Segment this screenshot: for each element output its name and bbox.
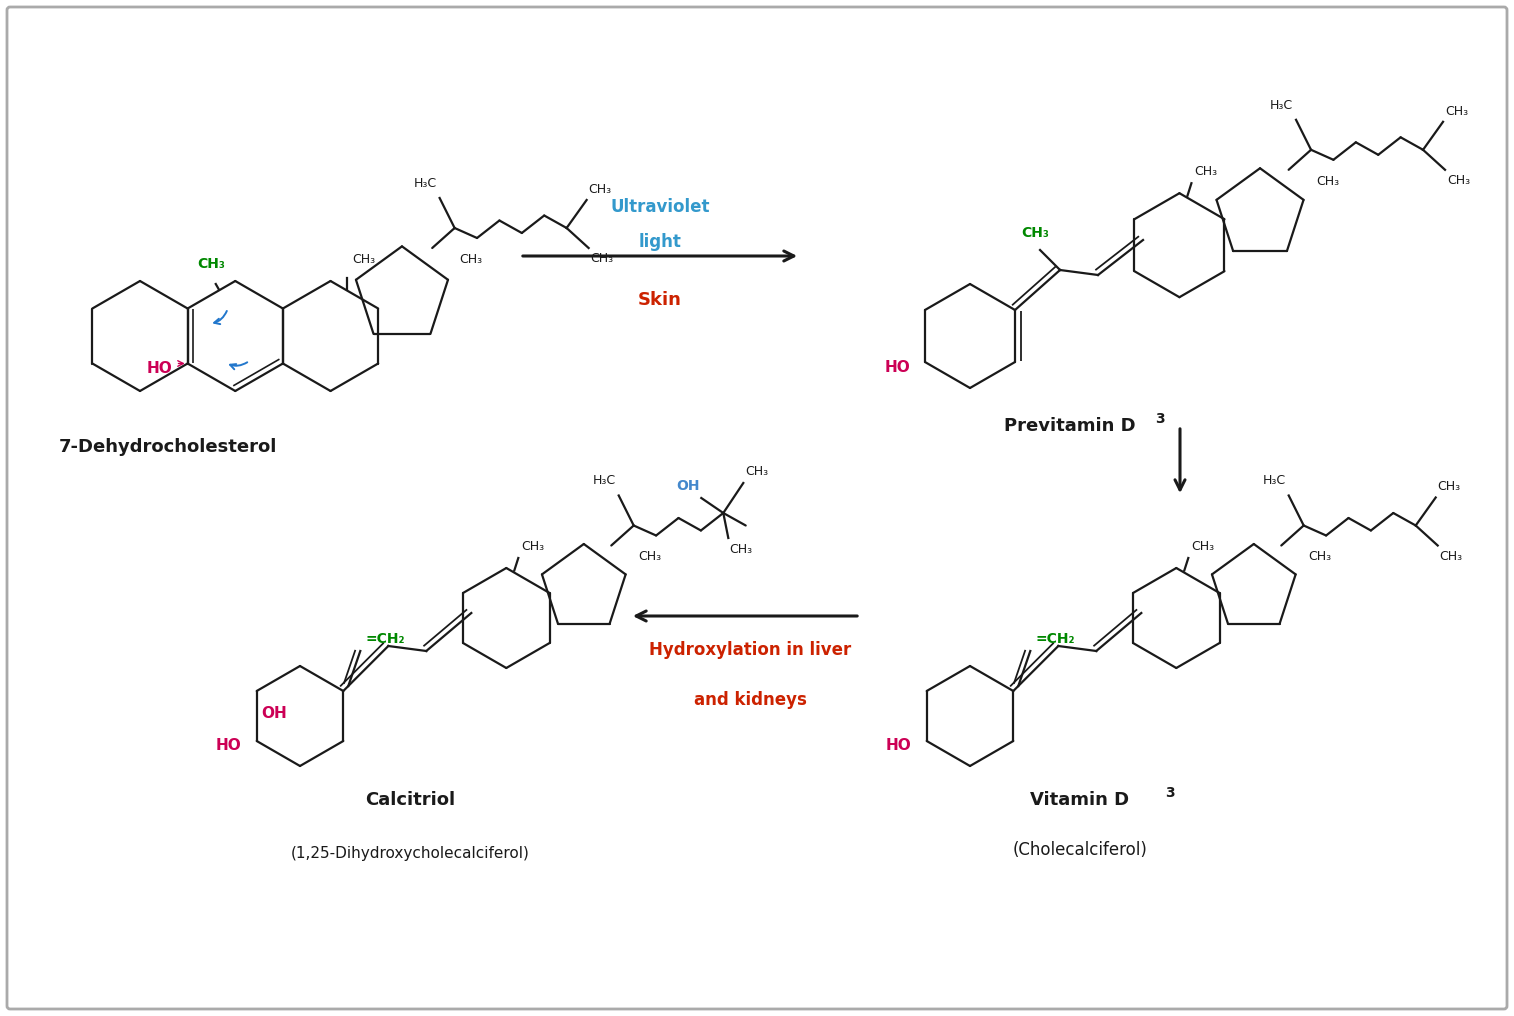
Text: Hydroxylation in liver: Hydroxylation in liver <box>650 641 851 659</box>
Text: CH₃: CH₃ <box>639 551 662 564</box>
Text: Vitamin D: Vitamin D <box>1031 791 1129 809</box>
Text: CH₃: CH₃ <box>460 253 483 266</box>
Text: CH₃: CH₃ <box>1438 481 1461 494</box>
Text: CH₃: CH₃ <box>1316 175 1340 188</box>
Text: CH₃: CH₃ <box>521 539 545 553</box>
Text: CH₃: CH₃ <box>745 465 769 478</box>
Text: 7-Dehydrocholesterol: 7-Dehydrocholesterol <box>59 438 277 456</box>
Text: H₃C: H₃C <box>1270 99 1293 112</box>
Text: CH₃: CH₃ <box>1440 550 1463 563</box>
Text: CH₃: CH₃ <box>1447 174 1470 187</box>
Text: H₃C: H₃C <box>413 177 436 190</box>
Text: CH₃: CH₃ <box>589 183 612 196</box>
Text: CH₃: CH₃ <box>353 253 375 266</box>
Text: CH₃: CH₃ <box>1444 105 1469 118</box>
Text: CH₃: CH₃ <box>1308 551 1332 564</box>
FancyBboxPatch shape <box>8 7 1506 1009</box>
Text: and kidneys: and kidneys <box>693 691 807 709</box>
Text: CH₃: CH₃ <box>1192 539 1214 553</box>
Text: OH: OH <box>675 479 699 493</box>
Text: Skin: Skin <box>637 291 681 309</box>
Text: 3: 3 <box>1155 412 1164 426</box>
Text: (1,25-Dihydroxycholecalciferol): (1,25-Dihydroxycholecalciferol) <box>291 846 530 861</box>
Text: CH₃: CH₃ <box>1020 226 1049 240</box>
Text: H₃C: H₃C <box>1263 474 1285 488</box>
Text: OH: OH <box>262 706 288 721</box>
Text: Calcitriol: Calcitriol <box>365 791 456 809</box>
Text: HO: HO <box>884 360 910 375</box>
Text: Ultraviolet: Ultraviolet <box>610 198 710 216</box>
Text: =CH₂: =CH₂ <box>365 632 404 646</box>
Text: HO: HO <box>147 361 173 376</box>
Text: 3: 3 <box>1164 786 1175 800</box>
Text: CH₃: CH₃ <box>197 257 224 271</box>
Text: CH₃: CH₃ <box>590 252 613 265</box>
Text: light: light <box>639 233 681 251</box>
Text: Previtamin D: Previtamin D <box>1004 418 1136 435</box>
Text: H₃C: H₃C <box>592 474 616 488</box>
Text: =CH₂: =CH₂ <box>1036 632 1075 646</box>
Text: HO: HO <box>217 739 242 754</box>
Text: CH₃: CH₃ <box>1195 166 1217 178</box>
Text: CH₃: CH₃ <box>730 543 752 556</box>
Text: HO: HO <box>886 739 911 754</box>
Text: (Cholecalciferol): (Cholecalciferol) <box>1013 841 1148 859</box>
